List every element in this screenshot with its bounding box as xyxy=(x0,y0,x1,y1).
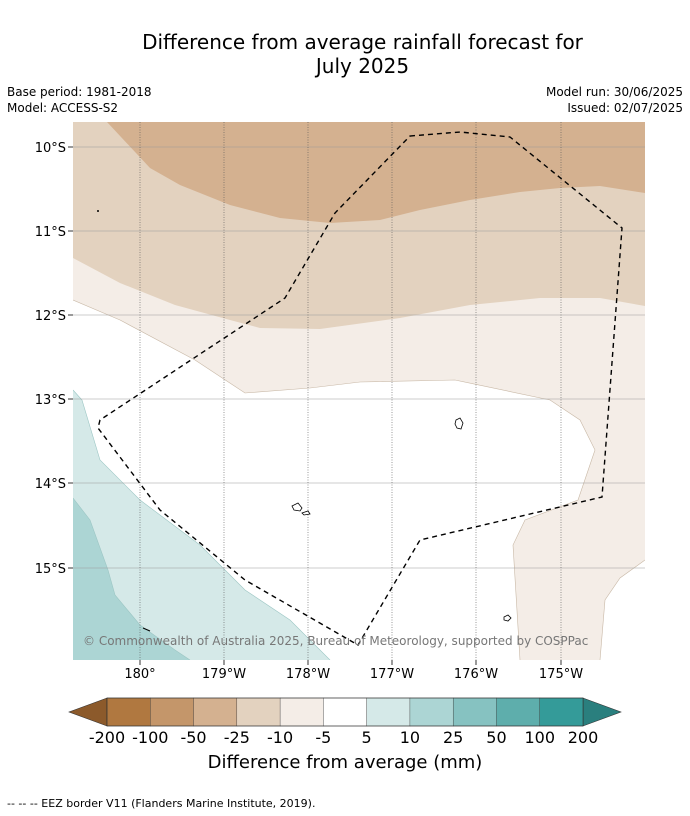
island-shape xyxy=(142,627,151,632)
colorbar-tick-label: -200 xyxy=(89,728,125,747)
title-line-2: July 2025 xyxy=(315,54,410,78)
title-line-1: Difference from average rainfall forecas… xyxy=(142,30,583,54)
colorbar-cell xyxy=(409,697,454,727)
colorbar-cell xyxy=(496,697,541,727)
colorbar-tick-label: 10 xyxy=(400,728,420,747)
lat-label: 14°S xyxy=(35,477,66,492)
island-shape xyxy=(97,210,99,212)
lon-label: 177°W xyxy=(370,667,414,682)
colorbar-tick-label: 25 xyxy=(443,728,463,747)
island-shape xyxy=(503,614,512,622)
eez-legend-note: -- -- -- EEZ border V11 (Flanders Marine… xyxy=(7,797,316,810)
chart-title: Difference from average rainfall forecas… xyxy=(0,30,690,78)
contour-wet-light xyxy=(73,390,330,660)
colorbar-low-arrow xyxy=(68,697,108,727)
colorbar-tick-label: 100 xyxy=(524,728,555,747)
colorbar-cell xyxy=(150,697,195,727)
lat-label: 10°S xyxy=(35,141,66,156)
colorbar-cell xyxy=(106,697,151,727)
colorbar-cell xyxy=(323,697,368,727)
lon-label: 179°W xyxy=(202,667,246,682)
latitude-labels: 10°S 11°S 12°S 13°S 14°S 15°S xyxy=(35,141,66,577)
metadata-right: Model run: 30/06/2025 Issued: 02/07/2025 xyxy=(546,84,683,116)
contour-lines xyxy=(73,299,645,660)
colorbar-tick-label: -100 xyxy=(132,728,168,747)
island-shape xyxy=(291,502,303,512)
lat-label: 12°S xyxy=(35,309,66,324)
colorbar-tick-label: -25 xyxy=(224,728,250,747)
lon-label: 180° xyxy=(124,667,155,682)
lat-label: 13°S xyxy=(35,393,66,408)
colorbar-tick-label: -10 xyxy=(267,728,293,747)
colorbar-label: Difference from average (mm) xyxy=(207,752,483,773)
colorbar-tick-label: 200 xyxy=(568,728,599,747)
metadata-left: Base period: 1981-2018 Model: ACCESS-S2 xyxy=(7,84,152,116)
copyright-text: © Commonwealth of Australia 2025, Bureau… xyxy=(83,634,588,648)
model-name: Model: ACCESS-S2 xyxy=(7,101,119,115)
colorbar-cell xyxy=(236,697,281,727)
contour-wet-moderate xyxy=(73,498,190,660)
colorbar: -200 -100 -50 -25 -10 -5 5 10 25 50 100 200 xyxy=(68,697,622,747)
colorbar-cell xyxy=(193,697,238,727)
colorbar-tick-label: -5 xyxy=(315,728,331,747)
lon-label: 175°W xyxy=(539,667,583,682)
island-shape xyxy=(301,510,311,516)
lon-label: 178°W xyxy=(286,667,330,682)
latitude-gridlines xyxy=(73,146,645,569)
lon-label: 176°W xyxy=(454,667,498,682)
eez-border xyxy=(97,131,623,646)
model-run: Model run: 30/06/2025 xyxy=(545,85,683,99)
colorbar-tick-label: -50 xyxy=(180,728,206,747)
colorbar-tick-label: 50 xyxy=(486,728,506,747)
issued-date: Issued: 02/07/2025 xyxy=(567,101,683,115)
lat-label: 11°S xyxy=(35,225,66,240)
longitude-gridlines xyxy=(139,122,562,660)
axis-ticks xyxy=(68,146,562,665)
base-period: Base period: 1981-2018 xyxy=(7,85,152,99)
colorbar-cell xyxy=(366,697,411,727)
colorbar-cell xyxy=(279,697,324,727)
island-shape xyxy=(454,417,464,430)
map-area xyxy=(73,122,645,660)
longitude-labels: 180° 179°W 178°W 177°W 176°W 175°W xyxy=(124,667,583,682)
colorbar-tick-label: 5 xyxy=(362,728,372,747)
lat-label: 15°S xyxy=(35,562,66,577)
colorbar-high-arrow xyxy=(582,697,622,727)
colorbar-cell xyxy=(452,697,497,727)
colorbar-cell xyxy=(539,697,584,727)
